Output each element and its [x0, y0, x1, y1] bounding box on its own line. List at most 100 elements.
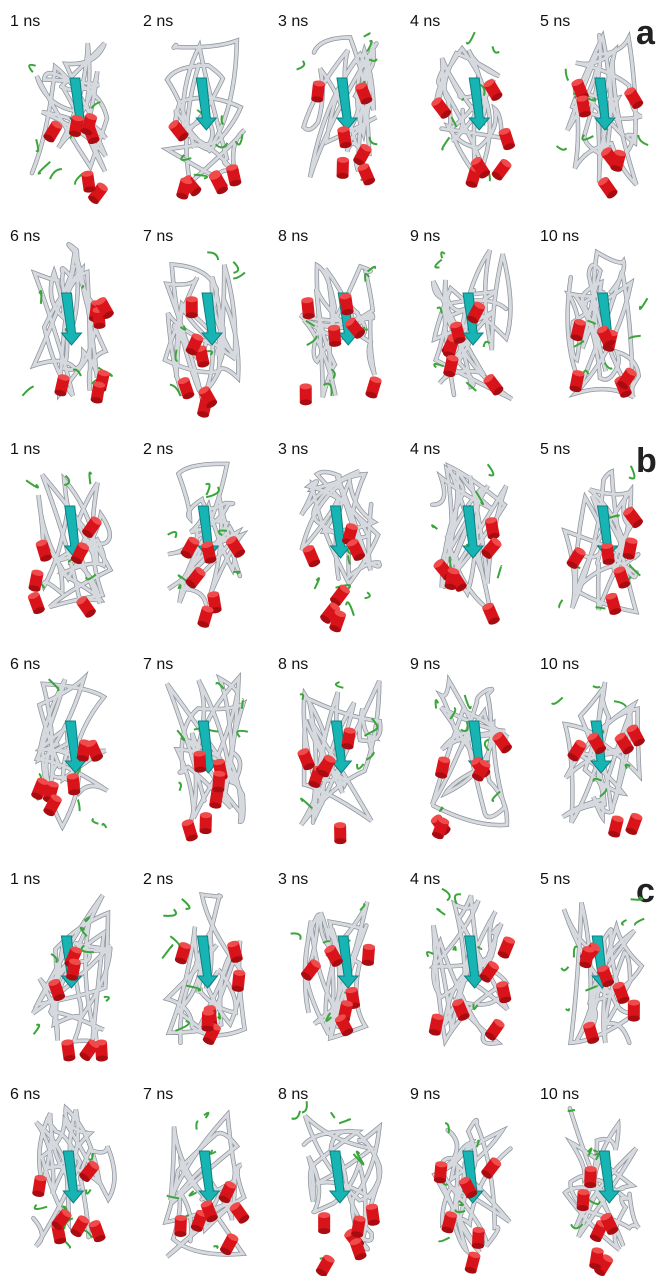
loop — [233, 262, 238, 273]
helix — [472, 1227, 485, 1250]
loop — [292, 1111, 300, 1119]
helix — [623, 86, 645, 111]
backbone — [32, 43, 107, 173]
loop — [182, 899, 190, 909]
frame: 8 ns — [278, 656, 380, 844]
loop — [196, 1121, 198, 1129]
loop — [22, 386, 33, 395]
loop — [211, 1150, 216, 1154]
loop — [297, 61, 305, 70]
frame-label: 4 ns — [410, 441, 440, 458]
loop — [635, 919, 644, 926]
helix — [197, 604, 215, 629]
loop — [596, 607, 606, 608]
frame: 2 ns — [143, 13, 245, 201]
loop — [442, 889, 450, 901]
frame: 2 ns — [143, 871, 246, 1047]
loop — [640, 298, 648, 309]
loop — [339, 1119, 350, 1123]
helix — [66, 773, 80, 796]
helix — [497, 935, 516, 960]
helix — [32, 1174, 47, 1198]
loop — [78, 800, 80, 812]
loop — [455, 894, 461, 904]
frame-label: 10 ns — [540, 656, 579, 673]
loop — [218, 1013, 221, 1019]
panel-letter: b — [636, 442, 657, 480]
helix — [315, 1253, 336, 1276]
loop — [213, 1246, 217, 1248]
helix — [607, 814, 624, 838]
frame: 1 ns — [10, 871, 111, 1063]
helix — [28, 569, 44, 593]
frame-label: 1 ns — [10, 13, 40, 30]
loop — [438, 1237, 449, 1241]
loop — [92, 819, 98, 824]
helix-cap — [318, 1212, 330, 1218]
frame: 3 ns — [278, 13, 377, 187]
loop — [638, 135, 648, 145]
helix — [81, 170, 96, 193]
frame: 6 ns — [10, 656, 107, 828]
frame-label: 1 ns — [10, 871, 40, 888]
helix — [318, 1212, 330, 1234]
loop — [561, 967, 568, 971]
panel-letter: a — [636, 14, 656, 52]
frame-label: 1 ns — [10, 441, 40, 458]
frame-label: 5 ns — [540, 13, 570, 30]
loop — [162, 945, 172, 958]
helix — [311, 80, 325, 103]
loop — [442, 137, 449, 149]
loop — [436, 700, 439, 708]
frame-label: 6 ns — [10, 1086, 40, 1103]
panel-letter: c — [636, 872, 655, 910]
helix — [181, 818, 199, 843]
loop — [566, 69, 569, 81]
loop — [86, 1189, 90, 1193]
frame: 9 ns — [410, 1086, 510, 1275]
loop — [568, 1110, 574, 1111]
frame-label: 8 ns — [278, 1086, 308, 1103]
frame-label: 4 ns — [410, 13, 440, 30]
frame: 6 ns — [10, 1086, 114, 1248]
frame: 1 ns — [10, 441, 110, 619]
loop — [179, 782, 181, 790]
frame-label: 5 ns — [540, 871, 570, 888]
loop — [82, 286, 83, 288]
figure: a 1 ns 2 ns 3 ns 4 ns 5 ns 6 ns 7 ns 8 ns 9 ns 10 … — [0, 0, 658, 1276]
frame-label: 5 ns — [540, 441, 570, 458]
frame-label: 8 ns — [278, 656, 308, 673]
frame-label: 3 ns — [278, 441, 308, 458]
loop — [206, 484, 210, 495]
frame-label: 9 ns — [410, 228, 440, 245]
helix — [193, 750, 206, 773]
helix — [336, 157, 349, 179]
frame: 4 ns — [410, 13, 516, 189]
loop — [163, 909, 176, 916]
loop — [498, 566, 502, 578]
loop — [557, 146, 567, 150]
helix — [628, 1000, 640, 1022]
loop — [39, 162, 51, 174]
helix — [174, 1215, 187, 1237]
loop — [593, 686, 600, 687]
loop — [493, 46, 500, 52]
frame: 8 ns — [278, 1086, 380, 1276]
loop — [102, 824, 106, 828]
loop — [365, 592, 370, 598]
helix — [584, 1166, 597, 1188]
frame: 8 ns — [278, 228, 382, 405]
loop — [437, 909, 445, 915]
frame-label: 3 ns — [278, 871, 308, 888]
loop — [242, 699, 243, 708]
helix — [434, 1161, 448, 1184]
frame: 4 ns — [410, 441, 506, 626]
helix — [199, 812, 212, 834]
loop — [39, 291, 41, 304]
frame-label: 6 ns — [10, 656, 40, 673]
frame: 9 ns — [410, 228, 512, 399]
loop — [435, 260, 441, 268]
helix — [301, 297, 315, 320]
frame: 7 ns — [143, 1086, 251, 1257]
frame-label: 2 ns — [143, 13, 173, 30]
